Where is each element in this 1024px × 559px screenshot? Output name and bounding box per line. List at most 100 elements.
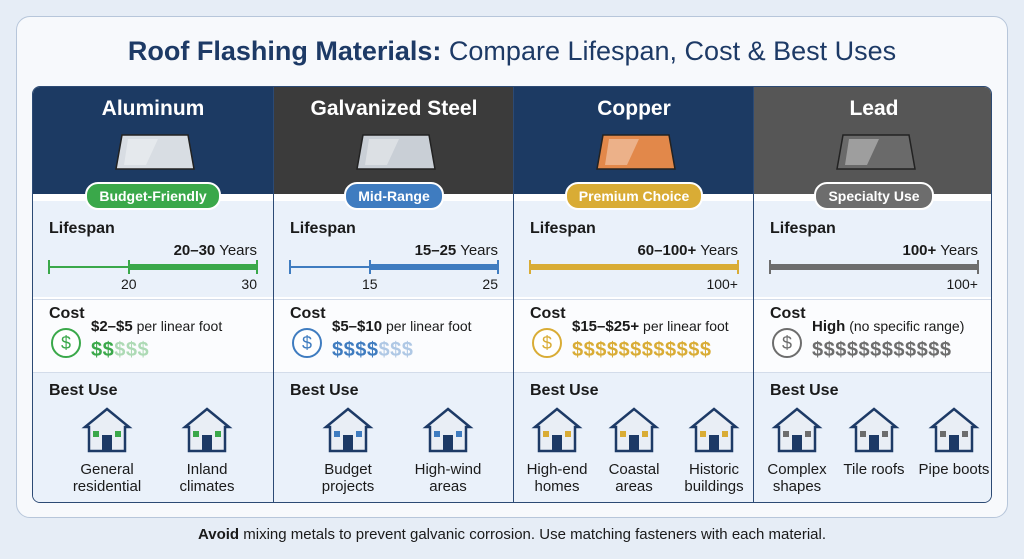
use-icon xyxy=(181,407,233,453)
lifespan-bar xyxy=(289,260,499,274)
lifespan-label: Lifespan xyxy=(770,220,836,237)
best-use-section xyxy=(274,373,514,502)
lifespan-range: 15–25 xyxy=(414,242,457,259)
cost-label: Cost xyxy=(49,305,85,322)
lifespan-label: Lifespan xyxy=(290,220,356,237)
badge: Premium Choice xyxy=(514,182,754,210)
badge: Mid-Range xyxy=(274,182,514,210)
badge-label: Budget-Friendly xyxy=(85,182,221,210)
lifespan-section xyxy=(754,201,991,297)
badge: Budget-Friendly xyxy=(33,182,273,210)
footer: Avoid mixing metals to prevent galvanic … xyxy=(0,526,1024,543)
scale-label: 20 xyxy=(121,276,137,292)
badge: Specialty Use xyxy=(754,182,991,210)
use-icon xyxy=(608,407,660,453)
cost-label: Cost xyxy=(770,305,806,322)
material-name: Aluminum xyxy=(101,97,205,120)
cost-unit: per linear foot xyxy=(385,318,472,334)
lifespan-unit: Years xyxy=(700,242,738,259)
lifespan-value: 20–30 Years xyxy=(174,242,257,259)
cost-value: $15–$25+ per linear foot xyxy=(572,318,729,335)
cost-amount: High xyxy=(812,318,846,335)
scale-label: 100+ xyxy=(946,276,978,292)
use-icon xyxy=(531,407,583,453)
scale-label: 25 xyxy=(482,276,498,292)
lifespan-section xyxy=(33,201,273,297)
material-column: Lead Specialty Use Lifespan 100+ Years 100+… xyxy=(753,87,991,502)
dollars-filled: $$$$$$$$$$$$ xyxy=(572,339,712,361)
cost-scale: $$$$$ xyxy=(91,339,149,362)
use-label: High-wind areas xyxy=(414,461,482,495)
cost-icon: $ xyxy=(292,328,322,358)
cost-scale: $$$$$$$$$$$$ xyxy=(812,339,951,362)
best-use-label: Best Use xyxy=(290,382,359,399)
badge-label: Specialty Use xyxy=(814,182,934,210)
footer-bold: Avoid xyxy=(197,526,240,543)
use-icon xyxy=(81,407,133,453)
scale-label: 15 xyxy=(362,276,378,292)
title-rest: Compare Lifespan, Cost & Best Uses xyxy=(448,36,897,66)
lifespan-bar xyxy=(48,260,258,274)
cost-icon: $ xyxy=(51,328,81,358)
best-use-label: Best Use xyxy=(770,382,839,399)
use-label: Budget projects xyxy=(321,461,375,495)
dollars-filled: $$$$$$$$$$$$ xyxy=(812,339,952,361)
lifespan-range: 60–100+ xyxy=(637,242,697,259)
use-icon xyxy=(688,407,740,453)
cost-icon: $ xyxy=(772,328,802,358)
cost-unit: per linear foot xyxy=(136,318,223,334)
use-icon xyxy=(848,407,900,453)
best-use-section xyxy=(33,373,273,502)
use-icon xyxy=(422,407,474,453)
dollars-empty: $$$ xyxy=(114,339,150,361)
title: Roof Flashing Materials: Compare Lifespa… xyxy=(0,36,1024,67)
cost-scale: $$$$$$$$$$$$ xyxy=(572,339,711,362)
lifespan-bar xyxy=(769,260,979,274)
lifespan-label: Lifespan xyxy=(49,220,115,237)
sheet-image xyxy=(356,134,436,170)
lifespan-label: Lifespan xyxy=(530,220,596,237)
material-column: Galvanized Steel Mid-Range Lifespan 15–25 Y… xyxy=(273,87,514,502)
use-label: Coastal areas xyxy=(608,461,660,495)
use-icon xyxy=(322,407,374,453)
title-bold: Roof Flashing Materials: xyxy=(127,36,442,66)
scale-label: 100+ xyxy=(706,276,738,292)
cost-icon: $ xyxy=(532,328,562,358)
use-icon xyxy=(928,407,980,453)
sheet-image xyxy=(836,134,916,170)
use-label: Tile roofs xyxy=(843,461,905,478)
material-name: Galvanized Steel xyxy=(310,97,478,120)
use-label: Pipe boots xyxy=(918,461,990,478)
badge-label: Mid-Range xyxy=(344,182,444,210)
use-label: Complex shapes xyxy=(767,461,827,495)
material-name: Lead xyxy=(849,97,899,120)
lifespan-unit: Years xyxy=(219,242,257,259)
cost-value: High (no specific range) xyxy=(812,318,964,335)
material-column: Aluminum Budget-Friendly Lifespan 20–30 Yea… xyxy=(33,87,273,502)
cost-amount: $2–$5 xyxy=(91,318,133,335)
lifespan-unit: Years xyxy=(940,242,978,259)
cost-label: Cost xyxy=(290,305,326,322)
use-label: Inland climates xyxy=(179,461,235,495)
footer-rest: mixing metals to prevent galvanic corros… xyxy=(243,526,827,543)
use-icon xyxy=(771,407,823,453)
lifespan-bar xyxy=(529,260,739,274)
dollars-empty: $$$ xyxy=(378,339,414,361)
material-name: Copper xyxy=(597,97,671,120)
dollars-filled: $$$$ xyxy=(332,339,379,361)
use-label: High-end homes xyxy=(526,461,588,495)
lifespan-section xyxy=(514,201,754,297)
lifespan-value: 15–25 Years xyxy=(415,242,498,259)
cost-amount: $15–$25+ xyxy=(572,318,640,335)
lifespan-unit: Years xyxy=(460,242,498,259)
material-column: Copper Premium Choice Lifespan 60–100+ Year… xyxy=(513,87,754,502)
best-use-label: Best Use xyxy=(49,382,118,399)
cost-label: Cost xyxy=(530,305,566,322)
cost-unit: per linear foot xyxy=(643,318,729,334)
cost-value: $2–$5 per linear foot xyxy=(91,318,222,335)
use-label: General residential xyxy=(72,461,142,495)
comparison-table: Aluminum Budget-Friendly Lifespan 20–30 Yea… xyxy=(32,86,992,503)
lifespan-value: 60–100+ Years xyxy=(637,242,738,259)
lifespan-range: 100+ xyxy=(902,242,937,259)
